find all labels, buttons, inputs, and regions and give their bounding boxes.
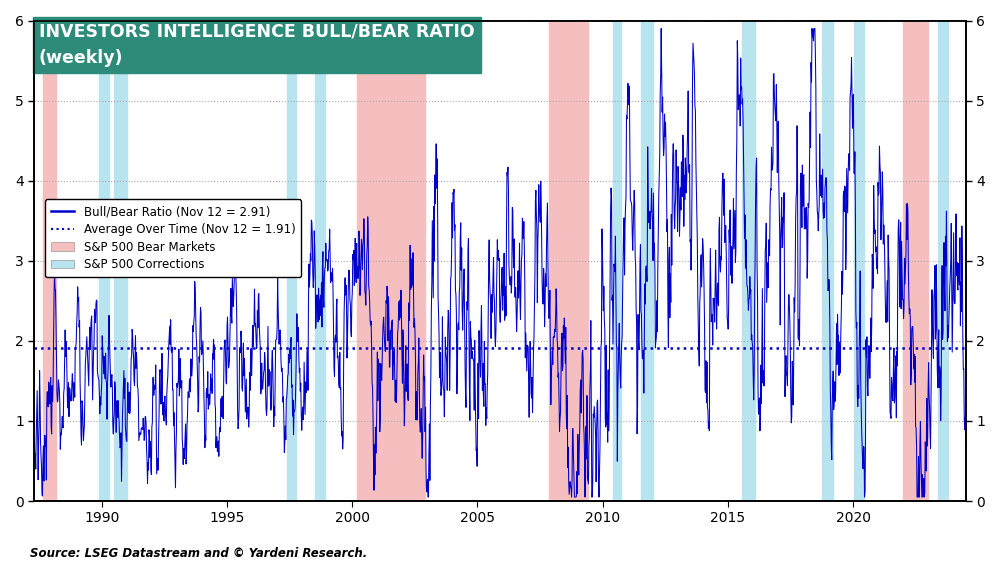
Bar <box>742 20 755 501</box>
Bar <box>357 20 425 501</box>
Bar <box>903 20 928 501</box>
Bar <box>287 20 296 501</box>
Bar <box>613 20 621 501</box>
Text: INVESTORS INTELLIGENCE BULL/BEAR RATIO
(weekly): INVESTORS INTELLIGENCE BULL/BEAR RATIO (… <box>39 23 475 68</box>
Bar <box>938 20 948 501</box>
Bar <box>114 20 127 501</box>
Legend: Bull/Bear Ratio (Nov 12 = 2.91), Average Over Time (Nov 12 = 1.91), S&P 500 Bear: Bull/Bear Ratio (Nov 12 = 2.91), Average… <box>45 199 301 278</box>
Bar <box>315 20 325 501</box>
Text: Source: LSEG Datastream and © Yardeni Research.: Source: LSEG Datastream and © Yardeni Re… <box>30 547 367 560</box>
Bar <box>99 20 109 501</box>
Bar <box>641 20 653 501</box>
Bar <box>854 20 864 501</box>
Bar <box>549 20 588 501</box>
Bar <box>822 20 833 501</box>
Bar <box>43 20 56 501</box>
